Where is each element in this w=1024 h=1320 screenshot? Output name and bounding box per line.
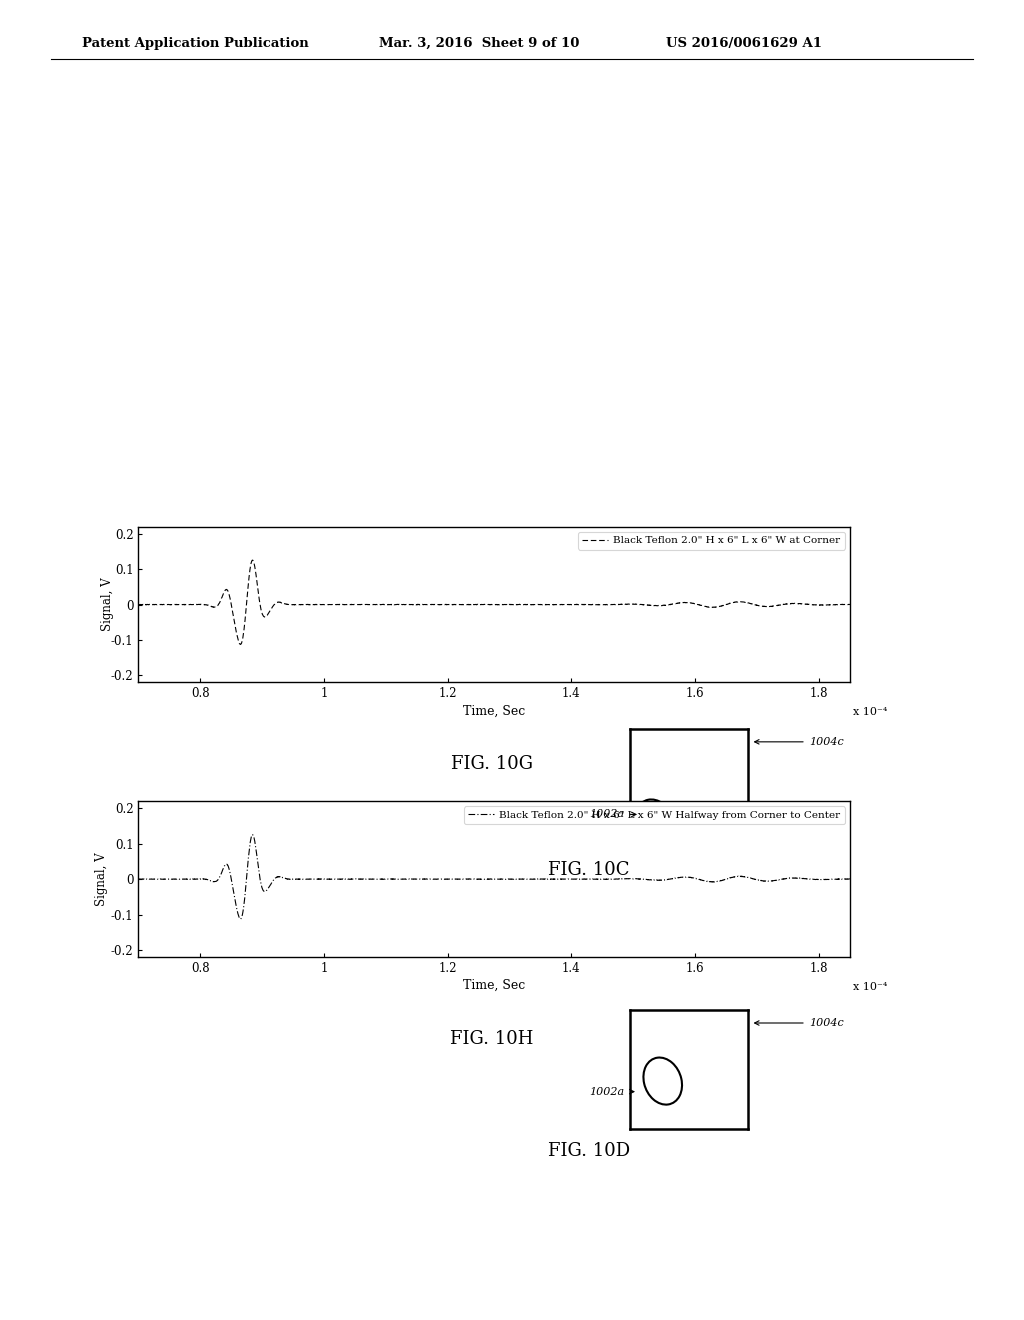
Text: 1002a: 1002a [590, 809, 625, 820]
Text: FIG. 10G: FIG. 10G [451, 755, 532, 774]
Legend: Black Teflon 2.0" H x 6" L x 6" W Halfway from Corner to Center: Black Teflon 2.0" H x 6" L x 6" W Halfwa… [464, 807, 845, 824]
Legend: Black Teflon 2.0" H x 6" L x 6" W at Corner: Black Teflon 2.0" H x 6" L x 6" W at Cor… [578, 532, 845, 549]
Text: Mar. 3, 2016  Sheet 9 of 10: Mar. 3, 2016 Sheet 9 of 10 [379, 37, 580, 50]
Text: FIG. 10H: FIG. 10H [450, 1030, 534, 1048]
X-axis label: Time, Sec: Time, Sec [463, 979, 525, 993]
Text: FIG. 10D: FIG. 10D [548, 1142, 630, 1160]
Text: Patent Application Publication: Patent Application Publication [82, 37, 308, 50]
Text: FIG. 10C: FIG. 10C [548, 861, 630, 879]
Text: 1004c: 1004c [809, 1018, 844, 1028]
Text: x 10⁻⁴: x 10⁻⁴ [853, 982, 888, 991]
Y-axis label: Signal, V: Signal, V [95, 853, 108, 906]
X-axis label: Time, Sec: Time, Sec [463, 705, 525, 718]
Text: US 2016/0061629 A1: US 2016/0061629 A1 [666, 37, 821, 50]
Y-axis label: Signal, V: Signal, V [101, 578, 115, 631]
Text: 1002a: 1002a [590, 1086, 625, 1097]
Text: x 10⁻⁴: x 10⁻⁴ [853, 708, 888, 717]
Text: 1004c: 1004c [809, 737, 844, 747]
